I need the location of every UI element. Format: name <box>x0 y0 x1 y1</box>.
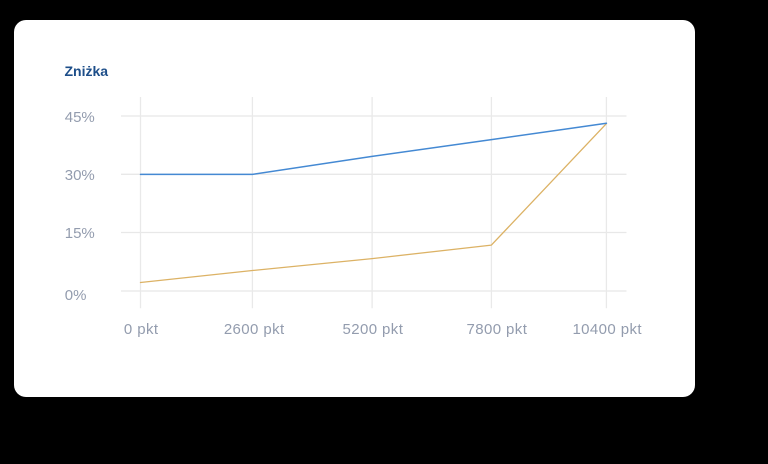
svg-text:7800 pkt: 7800 pkt <box>467 321 528 338</box>
svg-text:15%: 15% <box>65 225 95 242</box>
svg-text:0%: 0% <box>65 287 87 304</box>
svg-text:2600 pkt: 2600 pkt <box>224 321 285 338</box>
svg-text:5200 pkt: 5200 pkt <box>343 321 404 338</box>
svg-text:Zniżka: Zniżka <box>65 63 109 79</box>
svg-text:0 pkt: 0 pkt <box>124 321 159 338</box>
svg-text:10400 pkt: 10400 pkt <box>572 321 642 338</box>
svg-text:30%: 30% <box>65 167 95 184</box>
svg-text:45%: 45% <box>65 109 95 126</box>
